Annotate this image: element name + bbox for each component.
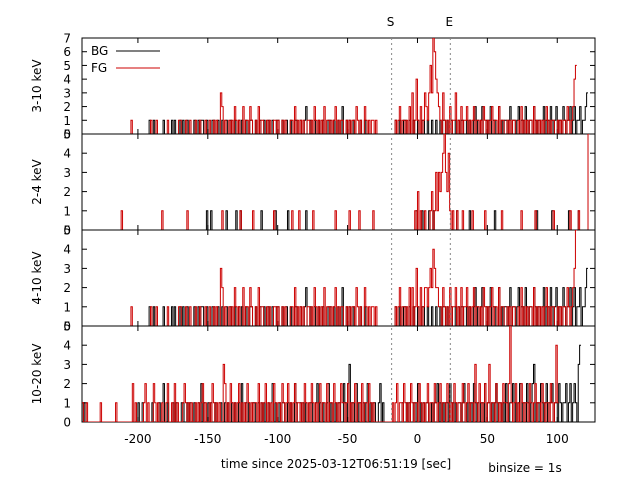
y-tick-label: 3 <box>63 358 71 372</box>
series-bg <box>82 210 580 230</box>
series-fg <box>82 38 577 134</box>
x-tick-label: -200 <box>124 432 151 446</box>
legend-bg-label: BG <box>91 44 108 58</box>
legend: BG FG <box>91 44 160 75</box>
x-tick-label: -100 <box>264 432 291 446</box>
y-tick-label: 3 <box>63 166 71 180</box>
y-tick-label: 5 <box>63 224 71 238</box>
y-tick-label: 5 <box>63 320 71 334</box>
y-tick-label: 5 <box>63 59 71 73</box>
x-tick-label: 100 <box>546 432 569 446</box>
y-tick-label: 1 <box>63 114 71 128</box>
panel-frame <box>81 133 596 231</box>
x-axis-label: time since 2025-03-12T06:51:19 [sec] <box>221 457 451 471</box>
y-tick-label: 1 <box>63 396 71 410</box>
y-tick-label: 2 <box>63 185 71 199</box>
y-tick-label: 3 <box>63 262 71 276</box>
x-tick-label: 50 <box>480 432 495 446</box>
y-tick-label: 3 <box>63 86 71 100</box>
series-fg <box>82 230 577 326</box>
y-tick-label: 4 <box>63 73 71 87</box>
series-fg <box>82 326 559 422</box>
marker-label-s: S <box>387 15 395 29</box>
y-tick-label: 0 <box>63 416 71 430</box>
legend-fg-label: FG <box>91 61 107 75</box>
panel-frame <box>81 325 596 423</box>
y-tick-label: 2 <box>63 281 71 295</box>
y-tick-label: 1 <box>63 300 71 314</box>
y-tick-label: 7 <box>63 32 71 46</box>
y-tick-label: 2 <box>63 377 71 391</box>
x-tick-label: -150 <box>194 432 221 446</box>
x-tick-label: 0 <box>414 432 422 446</box>
y-tick-label: 5 <box>63 128 71 142</box>
panel-2: 0 1 2 3 4 5 2-4 keV <box>30 128 596 238</box>
y-axis-label: 4-10 keV <box>30 251 44 305</box>
y-axis-label: 3-10 keV <box>30 59 44 113</box>
y-tick-label: 0 <box>63 128 71 142</box>
y-axis-label: 10-20 keV <box>30 343 44 405</box>
panel-4: 0 1 2 3 4 5 10-20 keV -200 -150 -100 -50 0 50 100 <box>30 320 596 446</box>
panel-3: 0 1 2 3 4 5 4-10 keV <box>30 224 596 334</box>
marker-label-e: E <box>446 15 454 29</box>
y-tick-label: 1 <box>63 204 71 218</box>
y-tick-label: 6 <box>63 45 71 59</box>
series-fg <box>82 134 590 230</box>
binsize-label: binsize = 1s <box>488 461 561 475</box>
y-tick-label: 0 <box>63 224 71 238</box>
y-tick-label: 4 <box>63 339 71 353</box>
y-tick-label: 2 <box>63 100 71 114</box>
y-axis-label: 2-4 keV <box>30 158 44 204</box>
y-tick-label: 4 <box>63 243 71 257</box>
y-tick-label: 4 <box>63 147 71 161</box>
series-bg <box>82 344 582 422</box>
y-tick-label: 0 <box>63 320 71 334</box>
x-tick-label: -50 <box>338 432 358 446</box>
